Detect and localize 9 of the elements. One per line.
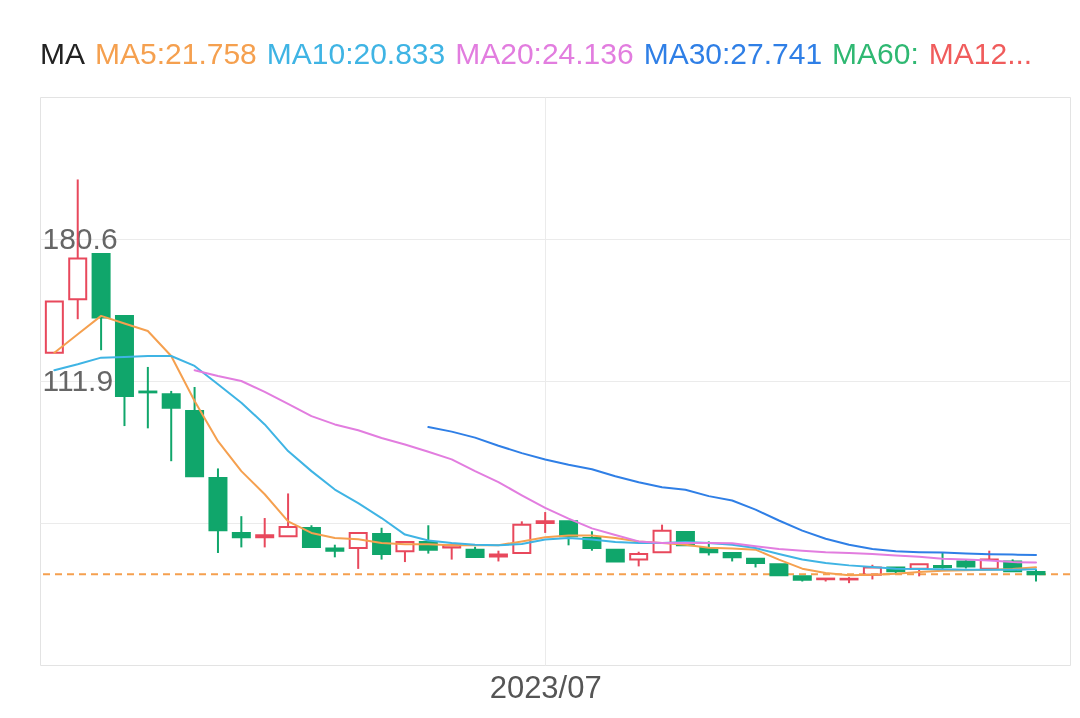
text: MA10:20.833 (266, 37, 446, 70)
legend-label: MA12... (928, 37, 1033, 70)
legend-label: MA60: (832, 37, 919, 70)
legend-title: MA (40, 37, 85, 70)
text: MA5:21.758 (95, 37, 257, 70)
text: MA20:24.136 (455, 37, 634, 70)
x-tick-label: 2023/07 (489, 669, 602, 705)
y-tick-label: 111.9 (42, 363, 114, 397)
text: MA30:27.741 (643, 37, 823, 70)
